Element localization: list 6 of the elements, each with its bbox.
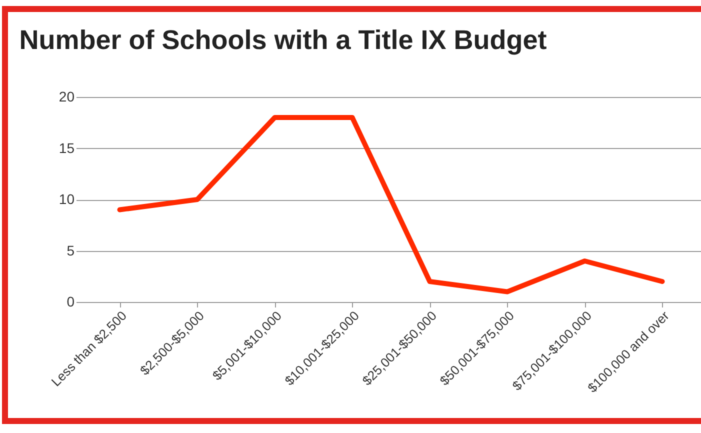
y-tick-label: 20 [58, 88, 75, 104]
y-tick-label: 5 [66, 242, 75, 258]
y-tick-label: 10 [58, 191, 75, 207]
chart-title: Number of Schools with a Title IX Budget [19, 25, 547, 55]
y-tick-label: 0 [66, 294, 75, 310]
y-tick-label: 15 [58, 140, 75, 156]
